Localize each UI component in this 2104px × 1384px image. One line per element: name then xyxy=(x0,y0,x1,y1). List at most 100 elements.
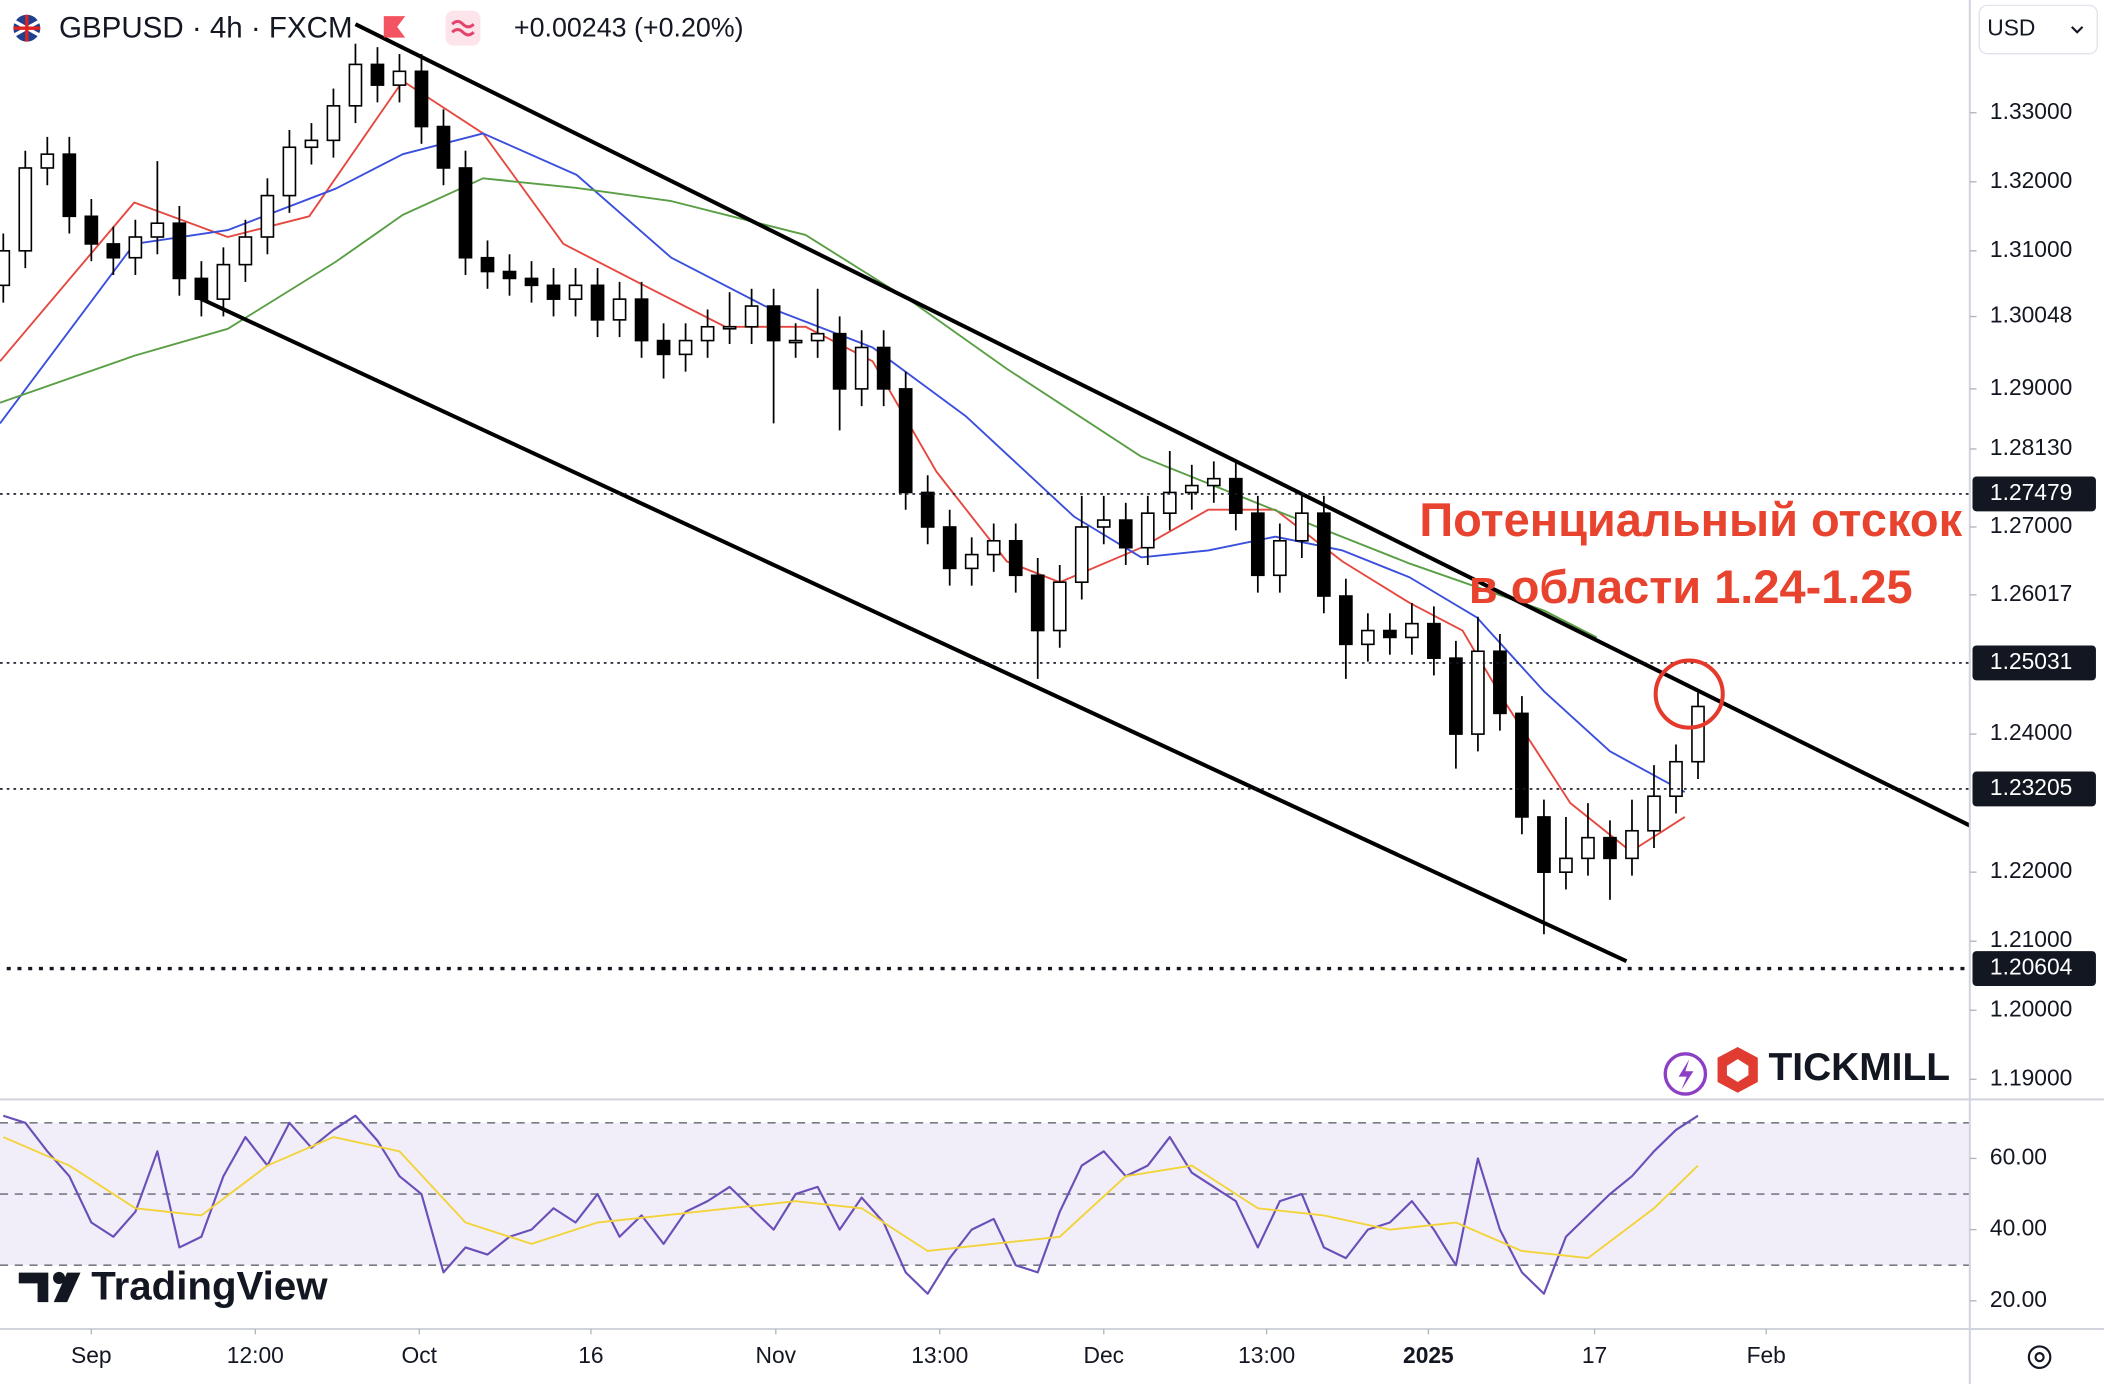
candle-body xyxy=(810,332,825,342)
x-tick-label: 13:00 xyxy=(1238,1342,1295,1368)
candle-body xyxy=(1118,519,1133,549)
x-tick-label: Sep xyxy=(71,1342,112,1368)
x-tick-label: 12:00 xyxy=(227,1342,284,1368)
candle-body xyxy=(1405,622,1419,639)
settings-button[interactable] xyxy=(2027,1345,2052,1369)
candle-body xyxy=(964,553,979,570)
candle-body xyxy=(766,305,781,342)
settings-icon[interactable] xyxy=(2027,1345,2052,1369)
candle-body xyxy=(1316,512,1331,597)
candle-body xyxy=(1294,512,1309,542)
y-tick-label: 1.24000 xyxy=(1990,719,2072,745)
candle-body xyxy=(458,167,473,259)
candle-body xyxy=(568,284,583,300)
rsi-line xyxy=(2,1136,1699,1260)
x-tick-label: 13:00 xyxy=(911,1342,968,1368)
candle-body xyxy=(348,63,363,107)
candle-body xyxy=(1206,477,1221,487)
candle-body xyxy=(304,139,319,149)
y-tick-label: 1.27000 xyxy=(1990,512,2072,538)
candle-body xyxy=(1537,816,1551,873)
level-label-box xyxy=(1972,476,2096,512)
tv-mark-slash xyxy=(53,1272,81,1303)
level-label-box xyxy=(1972,771,2096,807)
tickmill-logo: TICKMILL xyxy=(1663,1046,1950,1096)
candle-body xyxy=(128,236,143,259)
candle-body xyxy=(942,526,957,570)
tradingview-logo: TradingView xyxy=(18,1263,328,1308)
candle-body xyxy=(1184,484,1199,494)
y-tick-label: 1.28130 xyxy=(1990,434,2072,460)
level-label: 1.27479 xyxy=(1990,479,2072,505)
flag-marker-icon xyxy=(383,16,406,38)
candle-body xyxy=(1471,650,1485,735)
tradingview-text: TradingView xyxy=(91,1263,328,1308)
trendline xyxy=(198,296,1628,963)
candle-body xyxy=(678,339,693,356)
candle-body xyxy=(590,284,605,321)
candle-body xyxy=(260,194,275,238)
candle-body xyxy=(194,277,209,300)
candle-body xyxy=(392,70,407,86)
candle-body xyxy=(62,153,77,218)
candle-body xyxy=(854,346,869,390)
rsi-y-tick-label: 20.00 xyxy=(1990,1286,2047,1312)
level-label: 1.20604 xyxy=(1990,954,2073,980)
currency-selector[interactable]: USD xyxy=(1978,4,2098,55)
tickmill-text: TICKMILL xyxy=(1769,1046,1950,1089)
candle-body xyxy=(1515,712,1529,818)
candle-body xyxy=(150,222,165,238)
y-tick-label: 1.29000 xyxy=(1990,374,2072,400)
candle-body xyxy=(1581,836,1595,860)
candle-body xyxy=(40,153,55,169)
candle-body xyxy=(1052,581,1067,632)
candle-body xyxy=(524,277,539,287)
currency-label[interactable]: USD xyxy=(1987,15,2035,41)
y-tick-label: 1.20000 xyxy=(1990,995,2072,1021)
candle-body xyxy=(1603,836,1617,860)
y-tick-label: 1.26017 xyxy=(1990,580,2072,606)
highlight-circle xyxy=(1653,658,1725,730)
candle-body xyxy=(876,346,891,390)
candle-body xyxy=(480,256,495,273)
candle-body xyxy=(1361,629,1375,646)
rsi-y-tick-label: 40.00 xyxy=(1990,1215,2047,1241)
currency-box[interactable] xyxy=(1978,4,2098,55)
x-tick-label: Dec xyxy=(1083,1342,1124,1368)
x-tick-label: 2025 xyxy=(1403,1342,1454,1368)
candle-body xyxy=(788,339,803,344)
x-tick-label: 16 xyxy=(578,1342,603,1368)
x-tick-label: Feb xyxy=(1747,1342,1786,1368)
tv-mark-dot xyxy=(53,1271,66,1284)
moving-average xyxy=(0,177,1598,639)
candle-body xyxy=(1669,760,1683,798)
y-tick-label: 1.21000 xyxy=(1990,926,2072,952)
axes: 1.33000 1.32000 1.31000 1.30048 1.29000 1.281… xyxy=(71,98,2096,1368)
annotation-text: в области 1.24-1.25 xyxy=(1469,560,1913,613)
candle-body xyxy=(1008,539,1023,577)
flag-cross-red xyxy=(13,14,41,42)
candle-body xyxy=(1228,477,1243,514)
rsi-lines xyxy=(2,1114,1699,1295)
candle-body xyxy=(612,298,627,321)
symbol-title: GBPUSD · 4h · FXCM xyxy=(59,11,353,44)
candle-body xyxy=(106,243,121,259)
price-change: +0.00243 (+0.20%) xyxy=(514,13,744,43)
candle-body xyxy=(0,250,11,287)
candle-body xyxy=(546,284,561,300)
settings-icon-core xyxy=(2034,1352,2045,1363)
candle-body xyxy=(436,125,451,169)
y-tick-label: 1.22000 xyxy=(1990,857,2072,883)
candle-body xyxy=(1691,705,1705,763)
level-label-box xyxy=(1972,645,2096,681)
chevron xyxy=(2071,26,2084,34)
y-tick-label: 1.33000 xyxy=(1990,98,2072,124)
level-label: 1.23205 xyxy=(1990,774,2072,800)
main-panel xyxy=(0,22,1970,971)
candle-body xyxy=(1559,857,1573,873)
y-tick-label: 1.32000 xyxy=(1990,167,2072,193)
moving-average xyxy=(0,80,1686,853)
candle-body xyxy=(1647,795,1661,832)
